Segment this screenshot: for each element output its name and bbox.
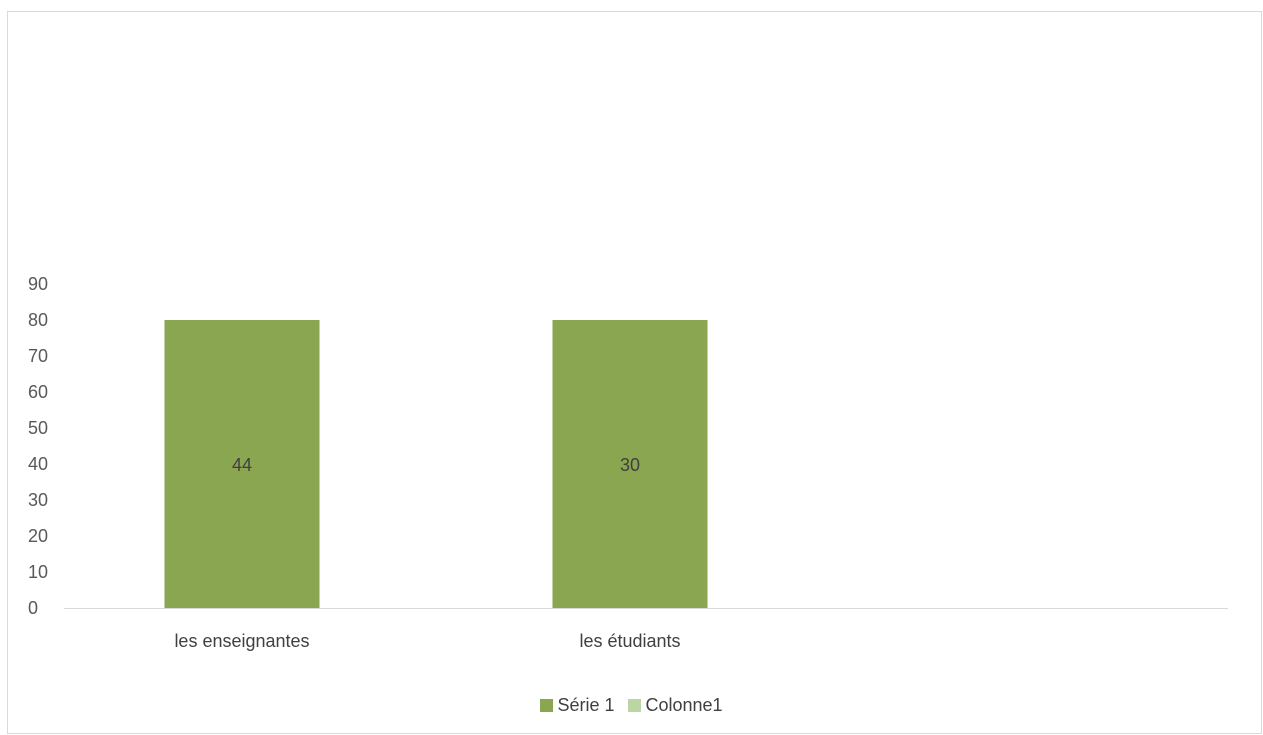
legend-item-serie-1: Série 1 [540, 695, 614, 716]
y-tick-label: 10 [28, 562, 48, 582]
y-tick-label: 60 [28, 382, 48, 402]
y-tick-label: 90 [28, 274, 48, 294]
bar-1 [164, 320, 320, 608]
bar-2 [552, 320, 708, 608]
y-tick-label: 0 [28, 598, 38, 618]
legend-item-colonne1: Colonne1 [628, 694, 723, 716]
y-tick-label: 30 [28, 490, 48, 510]
y-tick-label: 80 [28, 310, 48, 330]
data-label-1: 44 [232, 455, 252, 475]
legend-swatch-serie-1 [540, 698, 554, 712]
data-label-2: 30 [620, 455, 640, 475]
y-tick-label: 50 [28, 418, 48, 438]
legend-label-serie-1: Série 1 [557, 694, 615, 715]
legend: Série 1 Colonne1 [0, 694, 1263, 716]
category-label-2: les étudiants [579, 631, 680, 651]
y-tick-label: 40 [28, 454, 48, 474]
y-tick-label: 70 [28, 346, 48, 366]
y-tick-label: 20 [28, 526, 48, 546]
category-label-1: les enseignantes [174, 631, 309, 651]
legend-swatch-colonne1 [628, 698, 642, 712]
legend-label-colonne1: Colonne1 [645, 694, 723, 715]
